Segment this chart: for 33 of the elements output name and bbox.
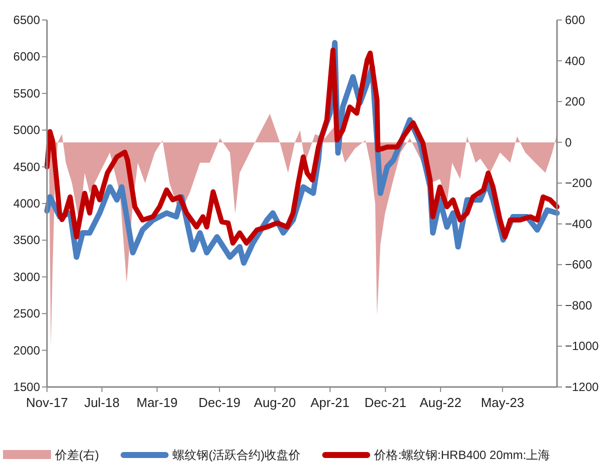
y2-tick-label: 600 [565,13,586,27]
y2-tick-label: −400 [565,216,592,231]
y-tick-label: 2000 [13,343,40,358]
y2-tick-label: −1200 [565,380,600,394]
x-tick-label: Dec-19 [198,395,240,410]
y-tick-label: 4500 [13,160,40,174]
y-tick-label: 5000 [13,123,40,138]
y2-tick-label: −1000 [565,339,600,354]
y-tick-label: 3500 [13,233,40,248]
x-tick-label: Mar-19 [136,395,178,410]
y-tick-label: 3000 [13,270,40,284]
x-tick-label: Apr-21 [310,395,350,410]
y-tick-label: 4000 [13,196,40,210]
x-tick-label: May-23 [480,395,524,410]
y2-tick-label: −200 [565,176,592,190]
x-tick-label: Dec-21 [364,395,406,410]
y-tick-label: 1500 [13,380,40,394]
y-tick-label: 5500 [13,86,40,100]
x-tick-label: Aug-20 [254,395,296,410]
y-tick-label: 6500 [13,13,40,27]
legend-label: 螺纹钢(活跃合约)收盘价 [172,448,301,462]
x-tick-label: Nov-17 [26,395,68,410]
y2-tick-label: 200 [565,94,586,109]
y-tick-label: 2500 [13,306,40,321]
y-tick-label: 6000 [13,50,40,64]
legend-label: 价差(右) [54,448,99,462]
x-tick-label: Aug-22 [420,395,462,410]
y2-tick-label: 0 [565,135,572,150]
y2-tick-label: −600 [565,258,592,272]
y2-tick-label: 400 [565,54,586,68]
legend-label: 价格:螺纹钢:HRB400 20mm:上海 [373,448,550,462]
x-tick-label: Jul-18 [84,395,120,410]
y2-tick-label: −800 [565,298,592,312]
